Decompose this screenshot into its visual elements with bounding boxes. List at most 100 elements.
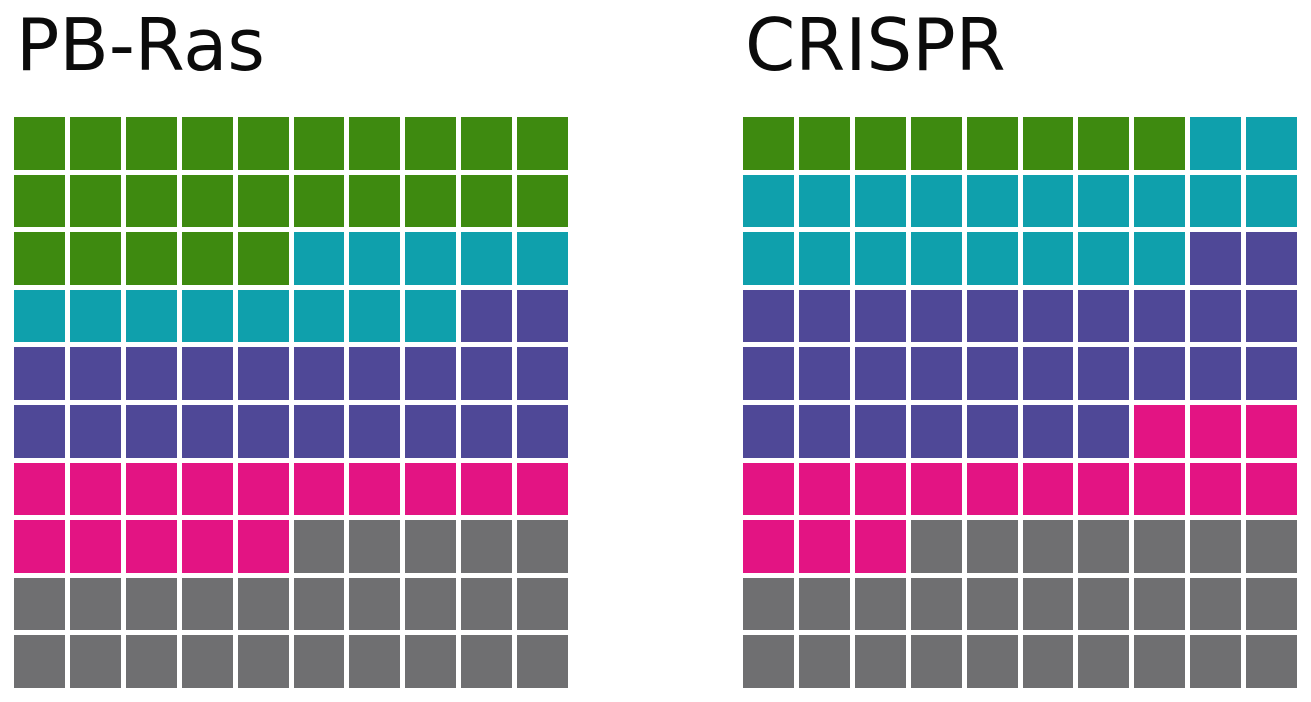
waffle-cell-gray <box>405 635 457 688</box>
waffle-cell-magenta <box>69 520 121 573</box>
waffle-grid-pb-ras <box>14 117 568 688</box>
waffle-cell-gray <box>293 577 345 631</box>
waffle-cell-green <box>405 174 457 228</box>
waffle-cell-green <box>181 174 233 228</box>
waffle-cell-teal <box>966 232 1018 285</box>
waffle-cell-purple <box>125 347 177 400</box>
waffle-cell-purple <box>910 347 962 400</box>
waffle-cell-gray <box>1078 577 1130 631</box>
waffle-cell-gray <box>1190 577 1242 631</box>
waffle-cell-magenta <box>966 462 1018 516</box>
waffle-cell-gray <box>743 577 794 631</box>
waffle-cell-magenta <box>1190 462 1242 516</box>
waffle-cell-green <box>69 117 121 170</box>
waffle-cell-purple <box>69 404 121 458</box>
waffle-cell-purple <box>293 347 345 400</box>
waffle-cell-magenta <box>1190 404 1242 458</box>
waffle-cell-gray <box>125 635 177 688</box>
waffle-cell-purple <box>125 404 177 458</box>
waffle-cell-gray <box>237 577 289 631</box>
waffle-cell-green <box>14 232 65 285</box>
waffle-cell-magenta <box>237 520 289 573</box>
waffle-cell-magenta <box>798 462 850 516</box>
waffle-cell-gray <box>1078 520 1130 573</box>
waffle-cell-purple <box>405 347 457 400</box>
waffle-cell-magenta <box>293 462 345 516</box>
waffle-cell-magenta <box>743 462 794 516</box>
waffle-cell-teal <box>14 289 65 343</box>
waffle-cell-magenta <box>69 462 121 516</box>
waffle-cell-purple <box>1078 404 1130 458</box>
waffle-cell-teal <box>1022 174 1074 228</box>
waffle-cell-purple <box>966 404 1018 458</box>
waffle-cell-teal <box>966 174 1018 228</box>
waffle-cell-teal <box>854 174 906 228</box>
waffle-cell-gray <box>1190 635 1242 688</box>
waffle-cell-purple <box>461 404 513 458</box>
waffle-cell-green <box>461 117 513 170</box>
waffle-cell-purple <box>181 347 233 400</box>
waffle-cell-purple <box>798 404 850 458</box>
waffle-cell-green <box>14 117 65 170</box>
waffle-cell-gray <box>1078 635 1130 688</box>
waffle-cell-teal <box>293 289 345 343</box>
waffle-cell-purple <box>237 347 289 400</box>
waffle-cell-gray <box>14 635 65 688</box>
waffle-cell-gray <box>1134 635 1186 688</box>
waffle-cell-gray <box>125 577 177 631</box>
waffle-cell-green <box>1022 117 1074 170</box>
waffle-cell-gray <box>1022 635 1074 688</box>
waffle-cell-green <box>125 232 177 285</box>
waffle-cell-purple <box>910 404 962 458</box>
waffle-cell-teal <box>910 174 962 228</box>
waffle-cell-purple <box>1190 347 1242 400</box>
waffle-cell-magenta <box>14 462 65 516</box>
waffle-cell-gray <box>966 577 1018 631</box>
waffle-cell-purple <box>966 347 1018 400</box>
waffle-cell-purple <box>1134 289 1186 343</box>
waffle-cell-magenta <box>910 462 962 516</box>
waffle-cell-gray <box>1134 520 1186 573</box>
waffle-cell-purple <box>854 347 906 400</box>
waffle-cell-gray <box>349 577 401 631</box>
waffle-cell-purple <box>966 289 1018 343</box>
waffle-cell-green <box>910 117 962 170</box>
waffle-cell-green <box>181 117 233 170</box>
waffle-cell-gray <box>405 520 457 573</box>
waffle-cell-gray <box>14 577 65 631</box>
waffle-cell-green <box>1078 117 1130 170</box>
waffle-cell-green <box>69 232 121 285</box>
waffle-cell-purple <box>181 404 233 458</box>
waffle-cell-purple <box>349 404 401 458</box>
waffle-cell-green <box>293 174 345 228</box>
waffle-cell-magenta <box>798 520 850 573</box>
waffle-cell-purple <box>1078 347 1130 400</box>
waffle-cell-green <box>181 232 233 285</box>
waffle-cell-gray <box>854 577 906 631</box>
waffle-cell-teal <box>461 232 513 285</box>
waffle-cell-purple <box>349 347 401 400</box>
chart-title-pb-ras: PB-Ras <box>16 3 265 87</box>
waffle-cell-gray <box>798 635 850 688</box>
waffle-cell-gray <box>743 635 794 688</box>
waffle-cell-magenta <box>237 462 289 516</box>
waffle-cell-gray <box>1246 520 1297 573</box>
waffle-cell-green <box>798 117 850 170</box>
waffle-cell-teal <box>125 289 177 343</box>
waffle-cell-gray <box>69 577 121 631</box>
waffle-cell-green <box>461 174 513 228</box>
waffle-cell-purple <box>1246 289 1297 343</box>
waffle-cell-purple <box>854 289 906 343</box>
waffle-cell-purple <box>1022 347 1074 400</box>
waffle-cell-purple <box>517 404 568 458</box>
waffle-cell-gray <box>349 520 401 573</box>
waffle-cell-gray <box>1246 577 1297 631</box>
waffle-cell-teal <box>1190 117 1242 170</box>
waffle-cell-gray <box>910 635 962 688</box>
waffle-cell-green <box>405 117 457 170</box>
waffle-cell-purple <box>910 289 962 343</box>
waffle-cell-purple <box>798 289 850 343</box>
waffle-cell-magenta <box>461 462 513 516</box>
waffle-cell-green <box>237 117 289 170</box>
